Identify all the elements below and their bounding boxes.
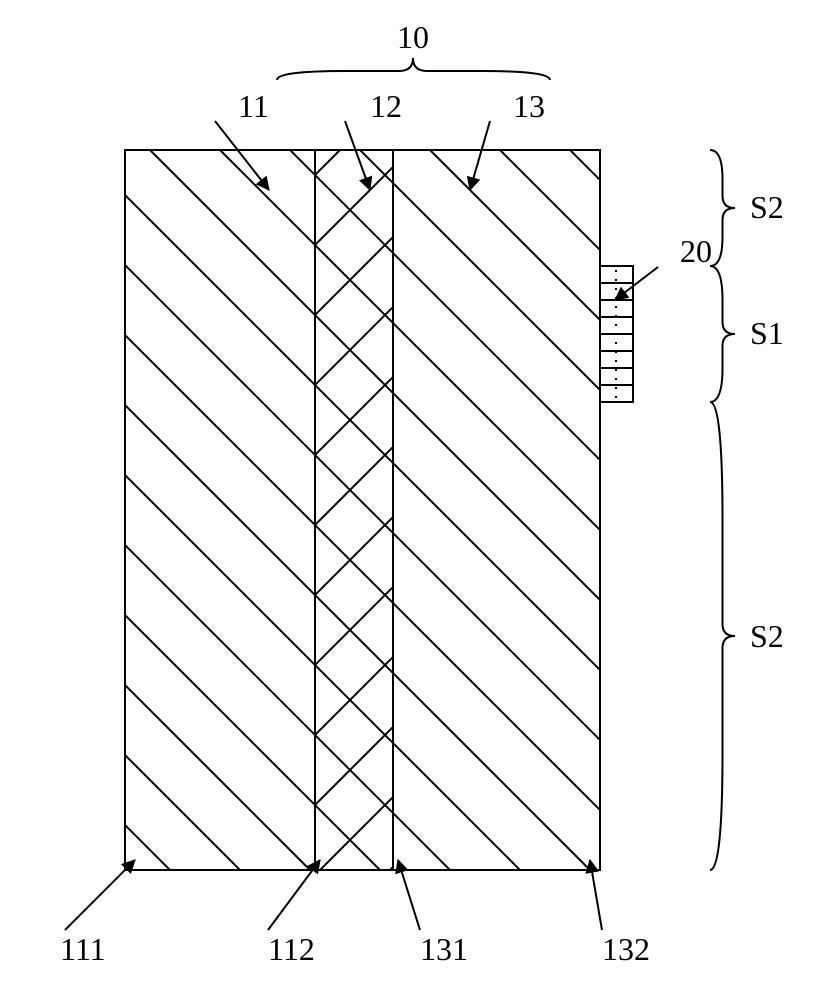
label-S2-0: S2 [750,189,784,225]
brace-top-left [277,58,413,80]
label-13: 13 [513,88,545,124]
label-132: 132 [602,931,650,967]
diagram-root: 10 11 12 13 20 111 112 131 132 S2 S1 S2 [0,0,831,1000]
brace-right-2-bot [710,636,735,870]
brace-right-1-bot [710,334,735,402]
label-12: 12 [370,88,402,124]
brace-right-2-top [710,402,735,636]
leader-13 [470,121,490,190]
label-S2-2: S2 [750,618,784,654]
label-10: 10 [397,19,429,55]
leader-111 [65,860,135,930]
label-111: 111 [60,931,106,967]
label-131: 131 [420,931,468,967]
leader-11 [215,121,269,190]
main-block [125,150,600,870]
label-11: 11 [238,88,269,124]
brace-top-right [413,58,550,80]
brace-right-1-top [710,266,735,334]
label-S1-1: S1 [750,315,784,351]
brace-right-0-top [710,150,735,208]
label-20: 20 [680,233,712,269]
brace-right-0-bot [710,208,735,266]
label-112: 112 [268,931,315,967]
